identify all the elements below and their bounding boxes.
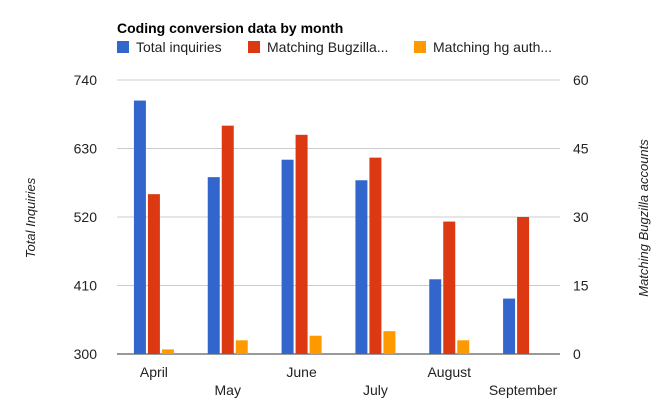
bar-matching-bugzilla-may	[221, 125, 234, 355]
bar-total-inquiries-june	[281, 159, 294, 354]
y-tick-label-right: 60	[573, 72, 589, 88]
y-tick-label-left: 740	[74, 72, 98, 88]
y-tick-label-left: 630	[74, 141, 98, 157]
legend: Total inquiries Matching Bugzilla... Match…	[117, 39, 552, 55]
x-category-label: August	[427, 364, 471, 380]
legend-label: Total inquiries	[136, 39, 222, 55]
bar-matching-bugzilla-june	[295, 134, 308, 354]
bar-total-inquiries-april	[133, 100, 146, 354]
bar-matching-hg-auth-july	[383, 331, 396, 354]
bar-matching-hg-auth-april	[161, 349, 174, 354]
bar-total-inquiries-september	[503, 298, 516, 354]
legend-label: Matching Bugzilla...	[267, 39, 388, 55]
y-axis-title-right: Matching Bugzilla accounts	[636, 139, 651, 297]
x-category-label: September	[489, 382, 558, 398]
y-tick-label-right: 0	[573, 346, 581, 362]
bar-matching-hg-auth-june	[309, 335, 322, 354]
bar-total-inquiries-july	[355, 180, 368, 354]
legend-swatch	[414, 41, 426, 53]
bar-total-inquiries-may	[207, 177, 220, 354]
bar-matching-bugzilla-august	[443, 221, 456, 354]
legend-label: Matching hg auth...	[433, 39, 552, 55]
axes: 740 60 630 45 520 30 410 15 300 0 April May June July…	[74, 72, 589, 398]
legend-swatch	[248, 41, 260, 53]
legend-swatch	[117, 41, 129, 53]
y-tick-label-left: 410	[74, 278, 98, 294]
x-category-label: July	[363, 382, 388, 398]
bar-matching-hg-auth-may	[235, 340, 248, 354]
y-axis-title-left: Total Inquiries	[23, 177, 38, 258]
y-tick-label-right: 30	[573, 209, 589, 225]
chart-title: Coding conversion data by month	[117, 20, 343, 36]
y-tick-label-right: 45	[573, 141, 589, 157]
bars	[133, 100, 530, 355]
x-category-label: May	[215, 382, 241, 398]
x-category-label: June	[286, 364, 317, 380]
gridlines	[117, 79, 560, 355]
bar-matching-bugzilla-april	[147, 194, 160, 354]
y-tick-label-left: 300	[74, 346, 98, 362]
bar-matching-bugzilla-september	[517, 217, 530, 354]
bar-matching-bugzilla-july	[369, 157, 382, 354]
y-tick-label-right: 15	[573, 278, 589, 294]
y-tick-label-left: 520	[74, 209, 98, 225]
bar-total-inquiries-august	[429, 279, 442, 354]
bar-matching-hg-auth-august	[457, 340, 470, 354]
x-category-label: April	[140, 364, 168, 380]
